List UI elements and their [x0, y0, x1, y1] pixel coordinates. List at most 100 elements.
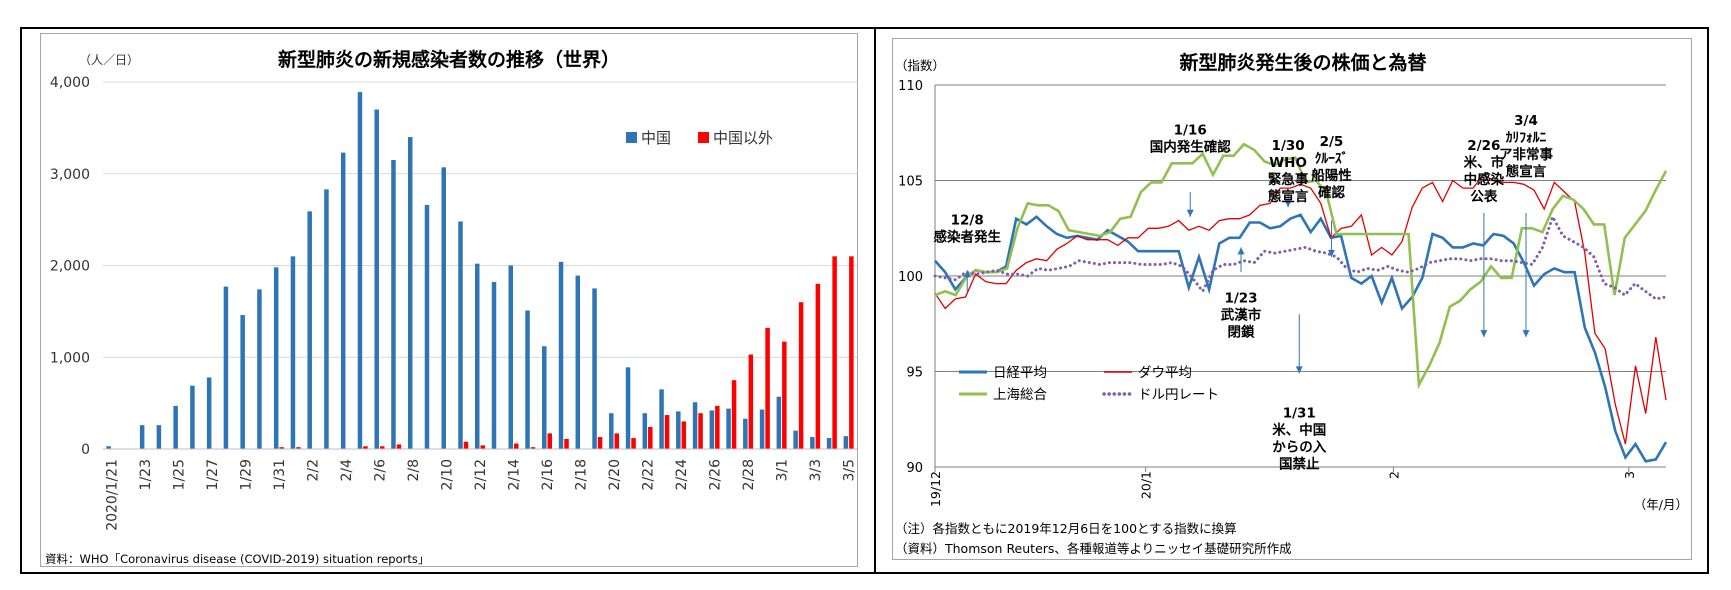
annotation-line: 2/26 — [1467, 138, 1500, 154]
legend-label: 中国以外 — [713, 129, 773, 147]
bar-china — [407, 137, 413, 450]
bar-china — [156, 425, 162, 449]
bar-outside-china — [631, 437, 636, 449]
left-chart-panel: 新型肺炎の新規感染者数の推移（世界） （人／日） 4,000 3,000 2,000 1,… — [40, 33, 858, 567]
annotation-line: 1/30 — [1272, 138, 1305, 154]
x-tick-label: 2/10 — [439, 459, 455, 490]
bar-china — [810, 437, 815, 449]
legend-swatch — [698, 132, 709, 143]
bar-china — [458, 221, 463, 449]
annotation-line: 確認 — [1318, 184, 1346, 201]
chart-title: 新型肺炎の新規感染者数の推移（世界） — [278, 48, 620, 71]
annotation-label: 1/16 国内発生確認 — [1150, 123, 1231, 156]
bar-china — [206, 377, 212, 449]
source-note: （資料）Thomson Reuters、各種報道等よりニッセイ基礎研究所作成 — [895, 541, 1292, 556]
annotation-line: 感染者発生 — [933, 228, 1001, 245]
y-axis-unit: （人／日） — [79, 53, 139, 67]
annotation-line: 公表 — [1470, 188, 1498, 205]
series-line — [934, 142, 1668, 390]
bar-outside-china — [748, 354, 754, 449]
annotation-arrowhead — [1295, 366, 1303, 374]
bar-outside-china — [698, 413, 703, 449]
annotation-line: 国禁止 — [1279, 455, 1320, 472]
bar-china — [223, 286, 229, 449]
annotation-arrowhead — [1522, 330, 1530, 338]
annotation-line: 米、市 — [1464, 154, 1505, 171]
y-tick-label: 95 — [906, 366, 923, 381]
figure-frame — [20, 27, 1709, 574]
bar-china — [625, 367, 631, 449]
series-line — [934, 173, 1667, 445]
bar-china — [240, 315, 245, 449]
y-tick-label: 1,000 — [50, 350, 90, 366]
bar-china — [558, 261, 564, 449]
bar-outside-china — [463, 441, 469, 449]
bar-china — [743, 418, 748, 449]
bar-outside-china — [514, 443, 519, 449]
x-tick-label: 2/8 — [406, 459, 422, 482]
annotation-line: WHO — [1269, 155, 1307, 171]
bar-outside-china — [614, 433, 620, 449]
annotation-line: ア非常事 — [1499, 146, 1554, 163]
annotation-label: 2/26 米、市中感染公表 — [1464, 138, 1505, 205]
annotation-line: 1/23 — [1224, 291, 1257, 307]
bar-outside-china — [832, 256, 837, 449]
bar-china — [374, 109, 379, 450]
y-tick-label: 105 — [898, 175, 923, 190]
x-tick-label: 2/14 — [507, 459, 523, 491]
bar-outside-china — [664, 415, 670, 449]
bar-china — [642, 413, 648, 449]
x-tick-label: 1/29 — [238, 459, 254, 490]
x-tick-label: 2/4 — [339, 459, 355, 482]
annotation-line: 2/5 — [1320, 134, 1344, 150]
annotation-label: 2/5 ｸﾙｰｽﾞ船陽性確認 — [1311, 134, 1352, 201]
bar-china — [391, 159, 396, 450]
x-tick-label: 2 — [1386, 471, 1401, 479]
y-axis-unit: （指数） — [895, 58, 945, 73]
bar-china — [709, 410, 715, 449]
bar-china — [592, 288, 597, 449]
bar-outside-china — [396, 444, 402, 449]
bar-china — [776, 396, 782, 449]
annotation-label: 3/4 ｶﾘﾌｫﾙﾆア非常事態宣言 — [1499, 113, 1554, 180]
bar-china — [676, 411, 681, 449]
y-tick-label: 2,000 — [50, 259, 90, 275]
bar-china — [726, 408, 731, 449]
annotation-line: ｶﾘﾌｫﾙﾆ — [1506, 130, 1547, 146]
bar-china — [106, 446, 111, 449]
bar-outside-china — [681, 421, 687, 449]
x-tick-label: 2/20 — [607, 459, 623, 490]
bar-china — [508, 265, 514, 449]
annotation-line: 態宣言 — [1268, 188, 1309, 205]
x-tick-label: 1/27 — [205, 459, 221, 490]
annotation-line: 米、中国 — [1272, 421, 1326, 438]
bar-outside-china — [648, 426, 653, 449]
bar-outside-china — [815, 283, 821, 449]
bar-china — [659, 389, 664, 449]
x-tick-label: 2/12 — [473, 459, 489, 490]
x-tick-label: 2/2 — [305, 459, 321, 482]
bar-outside-china — [782, 341, 787, 449]
bar-outside-china — [530, 447, 536, 449]
bar-china — [826, 437, 832, 449]
annotation-line: からの入 — [1272, 439, 1327, 455]
x-tick-label: 19/12 — [928, 471, 943, 507]
bar-china — [357, 92, 363, 449]
annotation-arrowhead — [1480, 330, 1488, 338]
x-axis-unit: （年/月） — [1634, 497, 1688, 512]
bar-china — [759, 409, 765, 449]
bar-china — [542, 346, 547, 449]
bar-outside-china — [715, 405, 720, 449]
series-line — [934, 213, 1668, 463]
bar-china — [793, 430, 798, 449]
x-tick-label: 2/26 — [708, 459, 724, 491]
bar-china — [491, 282, 497, 449]
bar-china — [843, 436, 849, 449]
bar-outside-china — [731, 380, 737, 449]
bar-china — [609, 413, 614, 449]
x-tick-label: 20/1 — [1139, 471, 1154, 499]
bar-china — [190, 385, 195, 449]
annotation-label: 12/8 感染者発生 — [933, 212, 1001, 245]
x-tick-label: 2020/1/21 — [104, 459, 120, 531]
bar-outside-china — [564, 438, 569, 449]
